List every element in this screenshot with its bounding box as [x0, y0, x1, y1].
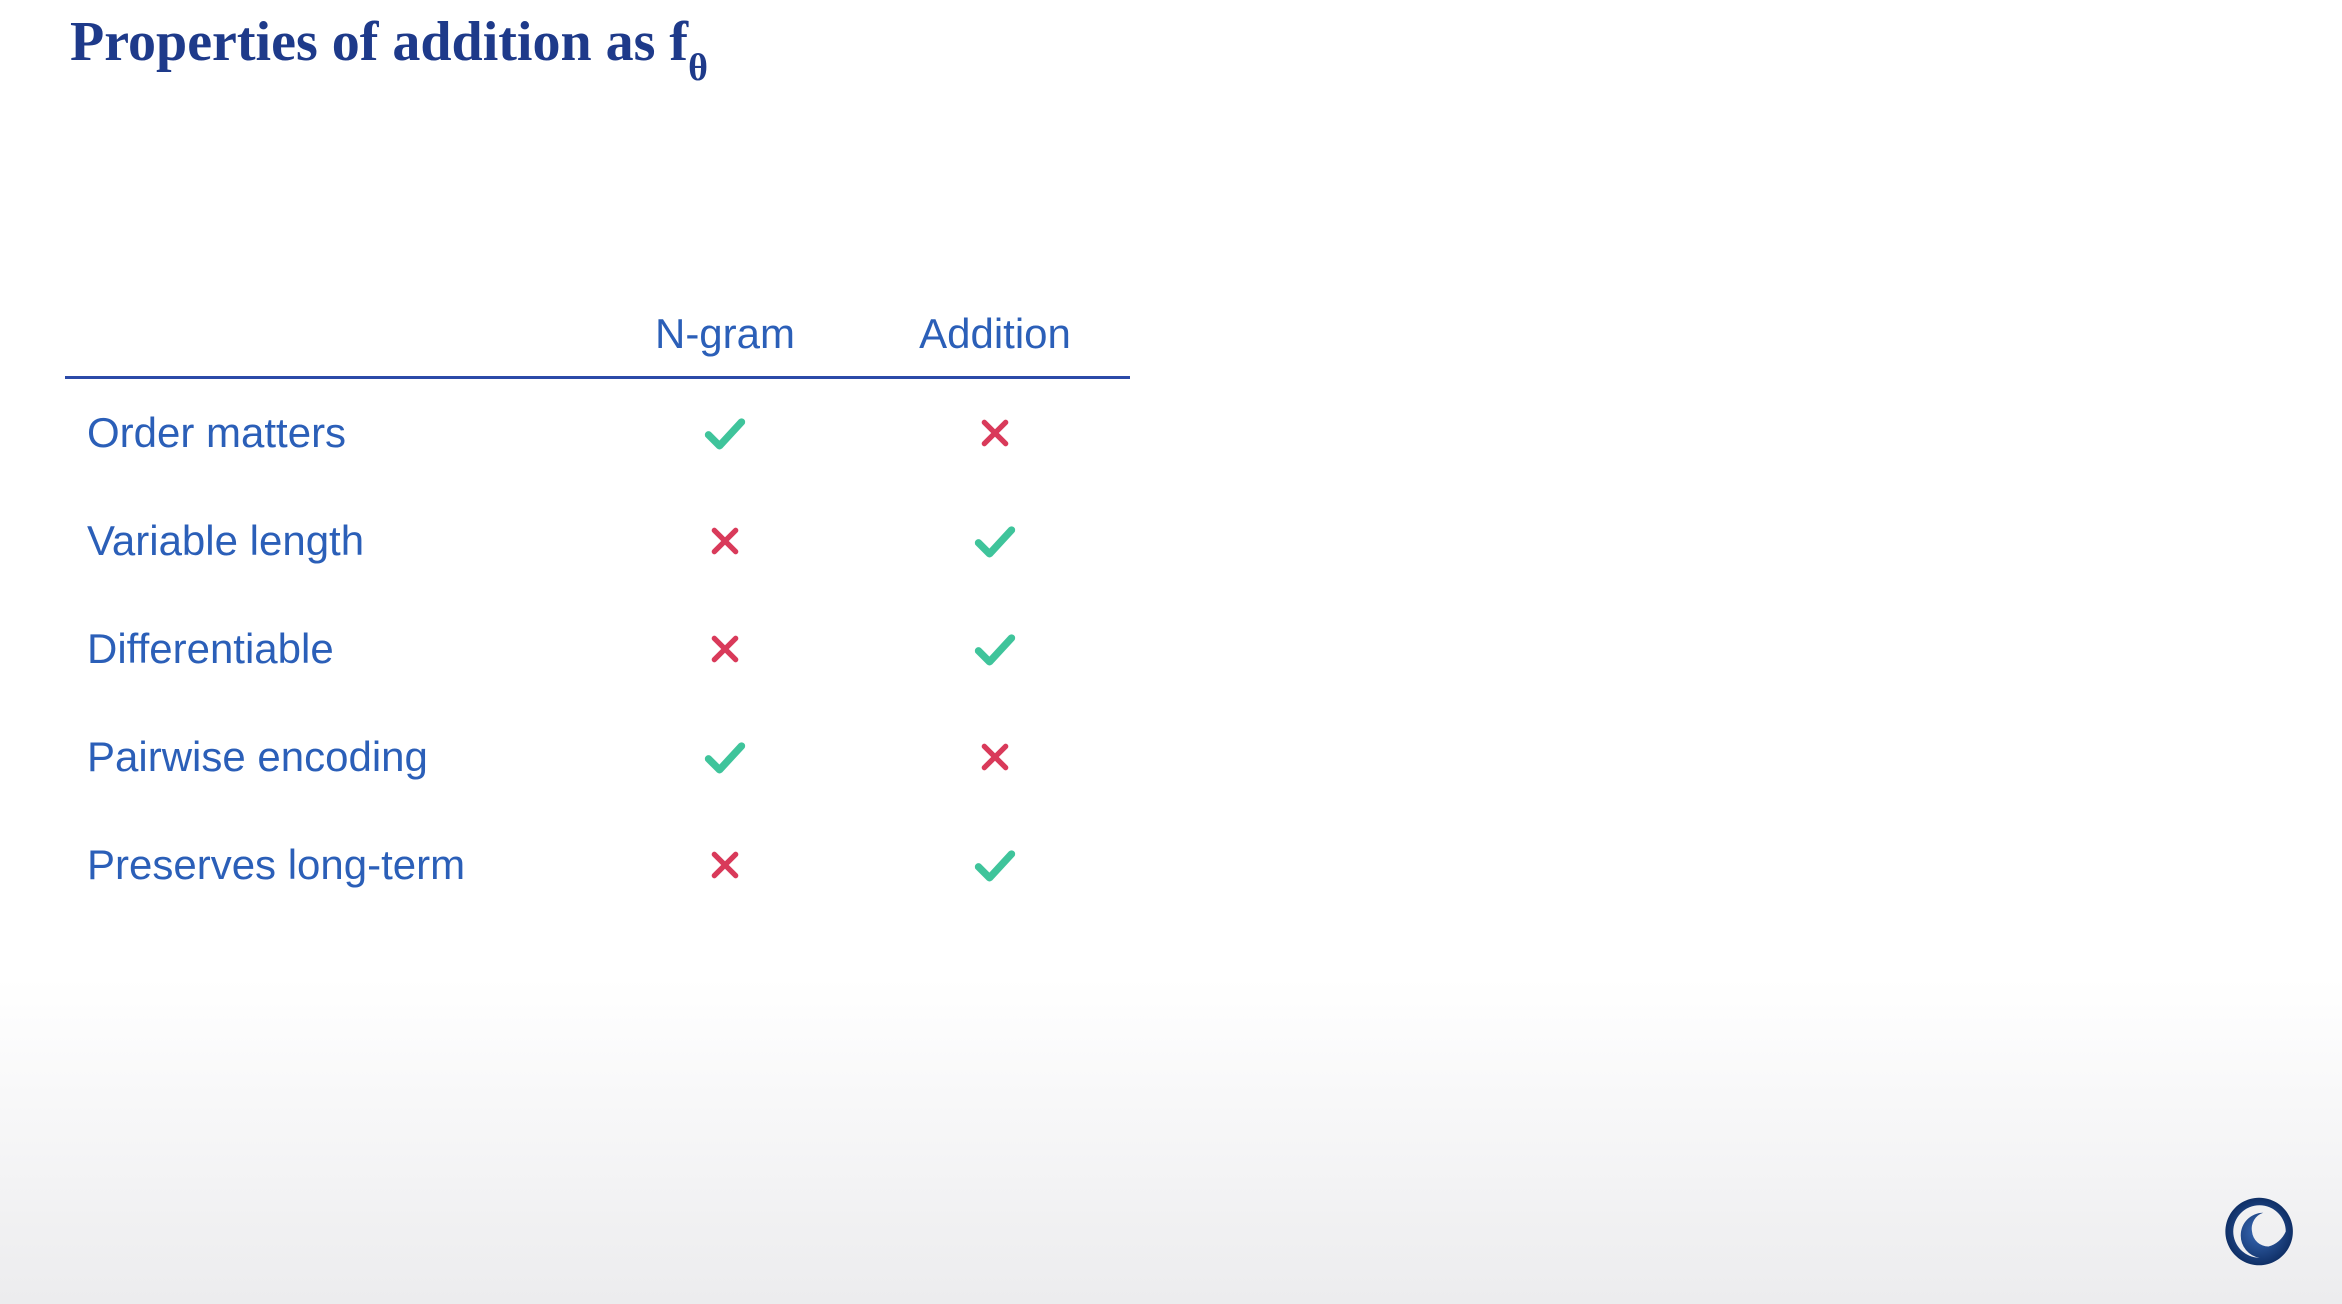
row-label: Order matters [65, 409, 585, 457]
slide-title: Properties of addition as fθ [70, 10, 708, 82]
x-icon [709, 633, 741, 665]
x-icon [709, 525, 741, 557]
cell-ngram [585, 411, 865, 455]
table-row: Variable length [65, 487, 1130, 595]
row-label: Preserves long-term [65, 841, 585, 889]
check-icon [703, 735, 747, 779]
title-main: Properties of addition as f [70, 11, 688, 73]
header-spacer [65, 310, 585, 358]
table-row: Preserves long-term [65, 811, 1130, 919]
cell-addition [865, 627, 1125, 671]
x-icon [709, 849, 741, 881]
check-icon [973, 627, 1017, 671]
row-label: Differentiable [65, 625, 585, 673]
title-subscript: θ [688, 47, 708, 89]
table-row: Pairwise encoding [65, 703, 1130, 811]
check-icon [973, 519, 1017, 563]
cell-ngram [585, 525, 865, 557]
x-icon [979, 417, 1011, 449]
comparison-table: N-gram Addition Order matters Variable l… [65, 310, 1130, 919]
cell-addition [865, 741, 1125, 773]
cell-ngram [585, 633, 865, 665]
cell-ngram [585, 849, 865, 881]
table-row: Order matters [65, 379, 1130, 487]
table-header: N-gram Addition [65, 310, 1130, 379]
check-icon [973, 843, 1017, 887]
column-header-ngram: N-gram [585, 310, 865, 358]
row-label: Variable length [65, 517, 585, 565]
column-header-addition: Addition [865, 310, 1125, 358]
cell-addition [865, 843, 1125, 887]
x-icon [979, 741, 1011, 773]
row-label: Pairwise encoding [65, 733, 585, 781]
check-icon [703, 411, 747, 455]
cell-addition [865, 519, 1125, 563]
cell-ngram [585, 735, 865, 779]
swirl-logo-icon [2222, 1194, 2297, 1269]
cell-addition [865, 417, 1125, 449]
table-row: Differentiable [65, 595, 1130, 703]
